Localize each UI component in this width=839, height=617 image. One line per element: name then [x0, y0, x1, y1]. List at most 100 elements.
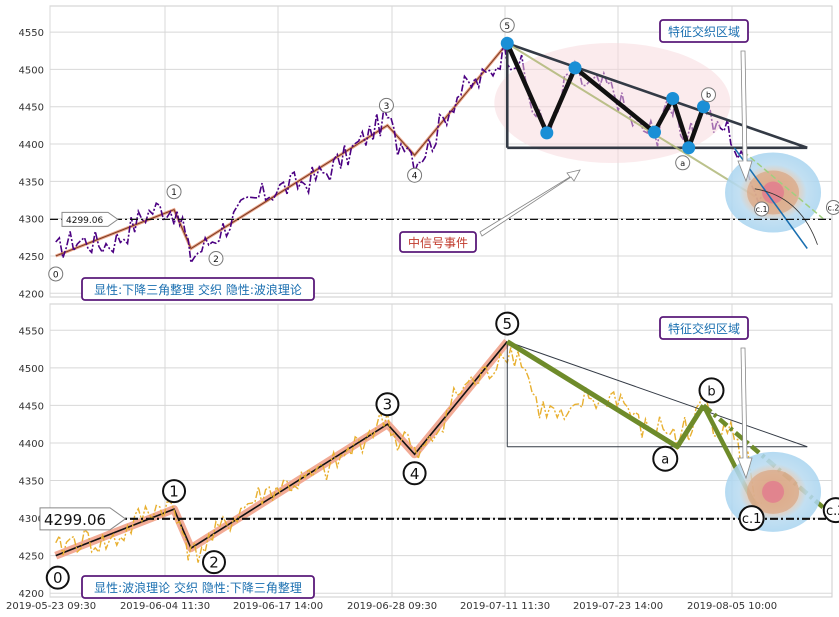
zigzag-node [568, 61, 582, 75]
sub-label-b: b [707, 384, 715, 399]
wave-label-circle [166, 184, 182, 200]
wave-label-circle [378, 97, 394, 113]
reference-level-tag [61, 211, 119, 227]
trend-guide [506, 42, 756, 198]
wave-label-0: 0 [53, 569, 63, 587]
sub-label-circle [698, 377, 725, 404]
x-tick-label: 2019-08-05 10:00 [687, 601, 777, 612]
feature-zone-center [762, 181, 785, 204]
x-tick-label: 2019-05-23 09:30 [6, 601, 96, 612]
sub-label-a: a [680, 159, 685, 168]
zigzag-node [666, 92, 680, 106]
x-tick-label: 2019-06-28 09:30 [347, 601, 437, 612]
sub-label-c.2: c.2 [827, 203, 839, 212]
y-tick-label: 4400 [19, 140, 44, 151]
wave-label-5: 5 [502, 315, 512, 333]
wave-label-0: 0 [53, 270, 59, 280]
sub-label-circle [701, 87, 716, 103]
y-tick-label: 4200 [19, 589, 44, 600]
zigzag-node [682, 141, 696, 155]
y-tick-label: 4350 [19, 177, 44, 188]
y-tick-label: 4300 [19, 514, 44, 525]
plot-area [49, 5, 833, 298]
signal-label-box [399, 231, 477, 253]
reference-level-label: 4299.06 [44, 511, 106, 529]
reference-level-label: 4299.06 [66, 216, 103, 226]
wave-label-circle [208, 251, 224, 266]
wave-label-4: 4 [412, 172, 418, 182]
caption-text: 显性:下降三角整理 交织 隐性:波浪理论 [94, 282, 302, 297]
sub-label-c.1: c.1 [756, 205, 768, 214]
triangle-upper-line [507, 341, 808, 448]
zigzag-node [540, 126, 554, 140]
wave-label-1: 1 [171, 188, 177, 198]
plot-area [49, 303, 833, 598]
y-tick-label: 4200 [19, 289, 44, 300]
feature-label: 特征交织区域 [668, 321, 740, 336]
caption-box [81, 277, 315, 301]
sub-label-circle [738, 505, 765, 532]
y-tick-label: 4550 [19, 28, 44, 39]
wave-label-circle [495, 311, 520, 336]
forecast-arc [754, 188, 818, 245]
y-tick-label: 4500 [19, 65, 44, 76]
wave-label-5: 5 [504, 22, 510, 32]
feature-label-box [659, 19, 749, 43]
abc-correction-line [505, 339, 706, 450]
sub-label-circle [822, 497, 839, 524]
feature-label-box [659, 316, 749, 340]
wave-label-2: 2 [213, 255, 219, 265]
sub-label-circle [675, 155, 691, 171]
wave-label-circle [402, 461, 427, 486]
signal-arrow [479, 169, 581, 237]
wave-label-circle [48, 266, 64, 282]
wave-label-circle [499, 17, 515, 33]
feature-zone-center [762, 480, 785, 503]
wave-label-circle [375, 392, 400, 417]
sub-label-circle [754, 201, 770, 217]
y-tick-label: 4250 [19, 252, 44, 263]
y-tick-label: 4400 [19, 439, 44, 450]
wave-label-1: 1 [169, 483, 179, 501]
wave-label-2: 2 [209, 554, 219, 572]
x-tick-label: 2019-07-11 11:30 [460, 601, 550, 612]
sub-label-b: b [706, 91, 711, 100]
reference-level-tag [39, 507, 127, 531]
panel-1: 4200 4250 4300 4350 4400 4450 4500 4550 4299.06 0… [19, 5, 839, 301]
x-tick-label: 2019-06-17 14:00 [233, 601, 323, 612]
zigzag-node [697, 100, 710, 114]
y-tick-label: 4450 [19, 103, 44, 114]
zigzag-node [500, 36, 514, 50]
y-tick-label: 4350 [19, 477, 44, 488]
wave-label-4: 4 [410, 465, 420, 483]
y-tick-label: 4500 [19, 364, 44, 375]
caption-text: 显性:波浪理论 交织 隐性:下降三角整理 [94, 580, 302, 595]
y-tick-label: 4450 [19, 401, 44, 412]
y-tick-label: 4300 [19, 215, 44, 226]
triangle-zone-shade [494, 43, 731, 163]
wave-label-3: 3 [383, 396, 393, 414]
wave-label-circle [45, 565, 70, 590]
caption-box [81, 575, 315, 599]
x-tick-label: 2019-07-23 14:00 [573, 601, 663, 612]
zigzag-node [647, 125, 661, 139]
sub-label-a: a [661, 453, 669, 468]
panel-2: 4200 4250 4300 4350 4400 4450 4500 4550 4299.06 0… [19, 303, 839, 600]
sub-label-c.1: c.1 [742, 512, 762, 527]
sub-label-circle [652, 445, 679, 472]
price-series [55, 347, 762, 563]
wave-label-circle [407, 167, 423, 183]
feature-arrow [737, 347, 753, 480]
forecast-line-green [742, 150, 824, 220]
y-tick-label: 4250 [19, 552, 44, 563]
sub-label-c.2: c.2 [826, 504, 839, 519]
triangle-upper-line [506, 42, 808, 149]
wave-line [55, 42, 508, 257]
sub-label-circle [825, 199, 839, 215]
y-tick-label: 4550 [19, 326, 44, 337]
wave-label-circle [162, 479, 187, 504]
wave-label-3: 3 [384, 102, 390, 112]
feature-arrow [737, 50, 753, 183]
feature-label: 特征交织区域 [668, 24, 740, 39]
